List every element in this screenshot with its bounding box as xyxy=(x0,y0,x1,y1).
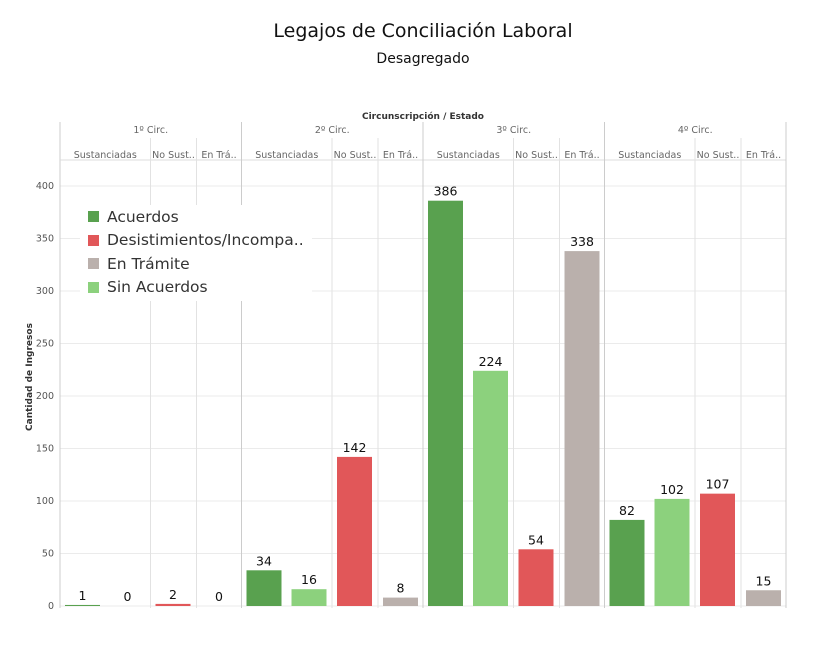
data-label: 0 xyxy=(124,589,132,604)
subcolumn-label: En Trá.. xyxy=(564,150,599,161)
bar-desistimientos-incompa- xyxy=(518,549,554,606)
data-label: 1 xyxy=(79,588,87,603)
data-label: 107 xyxy=(706,477,730,492)
y-axis-label: Cantidad de Ingresos xyxy=(25,323,35,431)
legend: Acuerdos Desistimientos/Incompa.. En Trámi… xyxy=(80,205,312,301)
subcolumn-label: Sustanciadas xyxy=(437,150,500,161)
bar-acuerdos xyxy=(65,604,100,606)
subcolumn-label: En Trá.. xyxy=(746,150,781,161)
legend-item[interactable]: Sin Acuerdos xyxy=(80,276,312,300)
y-tick-label: 100 xyxy=(36,496,54,507)
y-tick-label: 250 xyxy=(36,339,54,350)
subcolumn-label: No Sust.. xyxy=(515,150,558,161)
bar-acuerdos xyxy=(246,570,282,606)
subcolumn-label: Sustanciadas xyxy=(255,150,318,161)
data-label: 16 xyxy=(301,572,317,587)
data-label: 82 xyxy=(619,503,635,518)
y-tick-label: 200 xyxy=(36,391,54,402)
y-tick-label: 50 xyxy=(42,549,54,560)
y-tick-label: 0 xyxy=(48,601,54,612)
data-label: 338 xyxy=(570,234,594,249)
legend-swatch xyxy=(88,281,99,293)
legend-swatch xyxy=(88,234,99,246)
bar-sin-acuerdos xyxy=(654,498,690,606)
y-tick-label: 350 xyxy=(36,234,54,245)
y-tick-label: 150 xyxy=(36,444,54,455)
chart-subtitle: Desagregado xyxy=(376,51,470,67)
bar-desistimientos-incompa- xyxy=(155,603,191,606)
bar-sin-acuerdos xyxy=(473,370,508,606)
bar-acuerdos xyxy=(428,200,463,606)
bar-desistimientos-incompa- xyxy=(337,456,372,606)
bar-desistimientos-incompa- xyxy=(700,493,735,606)
subcolumn-label: En Trá.. xyxy=(383,150,418,161)
chart-title: Legajos de Conciliación Laboral xyxy=(273,20,573,42)
y-tick-label: 400 xyxy=(36,181,54,192)
legend-swatch xyxy=(88,211,99,223)
subcolumn-label: Sustanciadas xyxy=(618,150,681,161)
column-header: Circunscripción / Estado xyxy=(362,111,484,122)
data-label: 0 xyxy=(215,589,223,604)
group-label: 1º Circ. xyxy=(133,125,168,136)
subcolumn-label: No Sust.. xyxy=(334,150,377,161)
group-label: 4º Circ. xyxy=(678,125,713,136)
data-label: 386 xyxy=(434,184,458,199)
subcolumn-label: En Trá.. xyxy=(201,150,236,161)
legend-label: Sin Acuerdos xyxy=(107,278,208,297)
group-label: 2º Circ. xyxy=(315,125,350,136)
legend-item[interactable]: Desistimientos/Incompa.. xyxy=(80,229,312,253)
data-label: 15 xyxy=(756,573,772,588)
bar-acuerdos xyxy=(609,519,645,606)
group-label: 3º Circ. xyxy=(496,125,531,136)
bar-en-tr-mite xyxy=(564,251,600,606)
data-label: 102 xyxy=(660,482,684,497)
legend-label: Acuerdos xyxy=(107,207,179,226)
y-tick-label: 300 xyxy=(36,286,54,297)
data-label: 2 xyxy=(169,587,177,602)
data-label: 34 xyxy=(256,553,272,568)
data-label: 142 xyxy=(343,440,367,455)
legend-label: Desistimientos/Incompa.. xyxy=(107,231,304,250)
bar-sin-acuerdos xyxy=(291,589,327,606)
legend-item[interactable]: Acuerdos xyxy=(80,205,312,229)
legend-label: En Trámite xyxy=(107,254,190,273)
bar-en-tr-mite xyxy=(746,590,781,606)
data-label: 224 xyxy=(479,354,503,369)
legend-item[interactable]: En Trámite xyxy=(80,252,312,276)
subcolumn-label: No Sust.. xyxy=(697,150,740,161)
bar-en-tr-mite xyxy=(383,597,418,606)
subcolumn-label: Sustanciadas xyxy=(74,150,137,161)
data-label: 8 xyxy=(397,581,405,596)
data-label: 54 xyxy=(528,532,544,547)
subcolumn-label: No Sust.. xyxy=(152,150,195,161)
legend-swatch xyxy=(88,258,99,270)
